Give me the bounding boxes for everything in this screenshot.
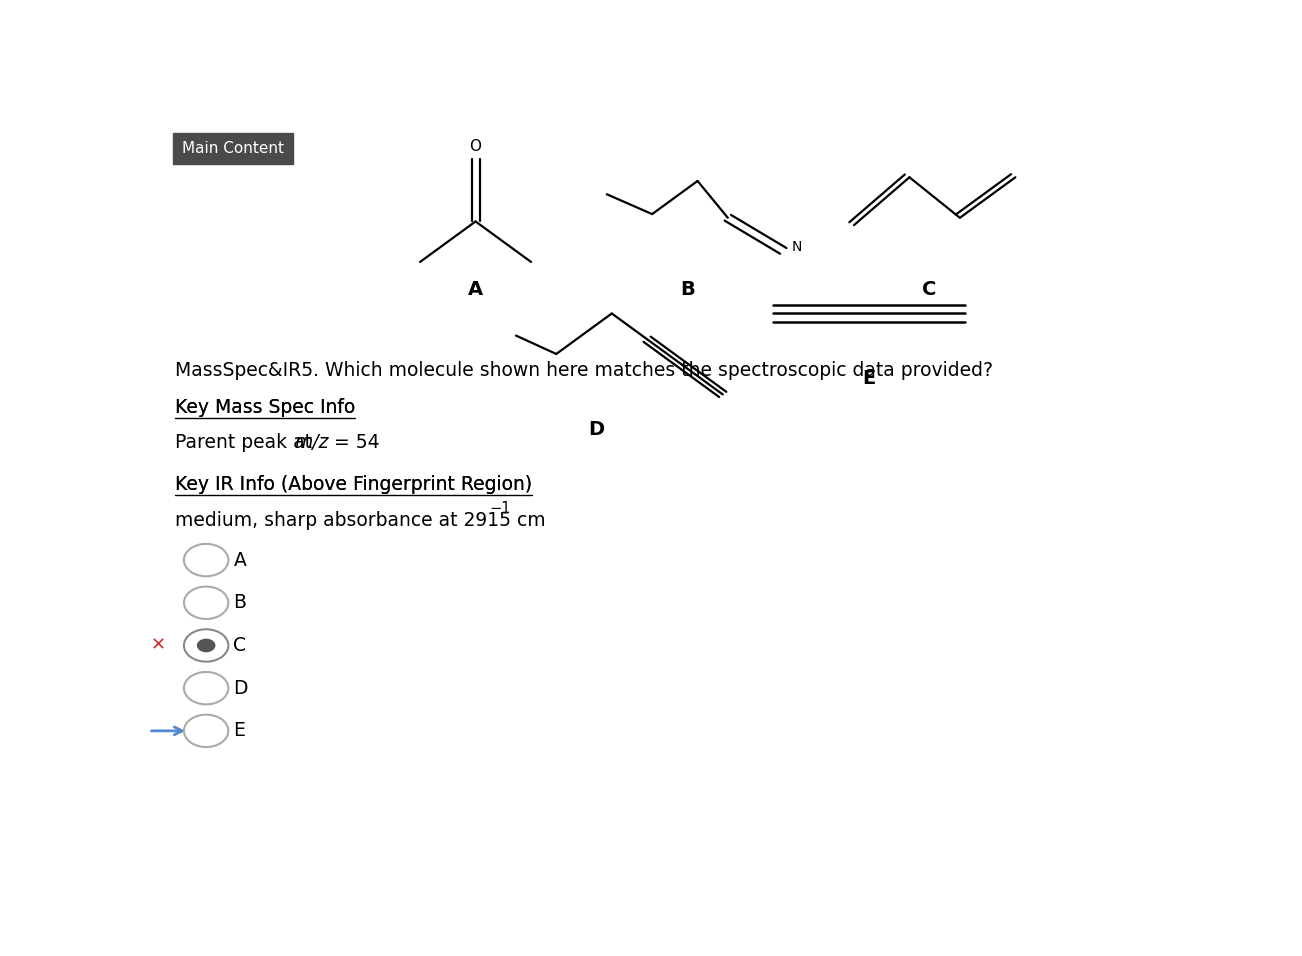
Text: B: B [233,594,246,612]
FancyBboxPatch shape [173,133,293,164]
Text: −1: −1 [490,501,512,516]
Text: = 54: = 54 [328,433,380,452]
Text: Parent peak at: Parent peak at [174,433,318,452]
Text: Key IR Info (Above Fingerprint Region): Key IR Info (Above Fingerprint Region) [174,475,533,494]
Circle shape [184,544,228,576]
Circle shape [197,639,215,652]
Text: ✕: ✕ [151,637,167,655]
Circle shape [184,587,228,619]
Circle shape [184,672,228,705]
Text: E: E [233,722,245,740]
Text: B: B [680,280,695,299]
Text: N: N [792,240,802,254]
Text: C: C [922,280,937,299]
Text: D: D [589,421,604,439]
Text: C: C [233,636,246,655]
Text: Key Mass Spec Info: Key Mass Spec Info [174,398,355,417]
Text: MassSpec&IR5. Which molecule shown here matches the spectroscopic data provided?: MassSpec&IR5. Which molecule shown here … [174,361,993,380]
Text: A: A [233,551,246,570]
Text: E: E [862,369,876,388]
Circle shape [184,629,228,662]
Circle shape [184,715,228,747]
Text: m/z: m/z [294,433,328,452]
Text: O: O [470,139,482,154]
Text: Key IR Info (Above Fingerprint Region): Key IR Info (Above Fingerprint Region) [174,475,533,494]
Text: Main Content: Main Content [182,141,284,156]
Text: D: D [233,679,247,698]
Text: medium, sharp absorbance at 2915 cm: medium, sharp absorbance at 2915 cm [174,511,546,530]
Text: A: A [467,280,483,299]
Text: Key Mass Spec Info: Key Mass Spec Info [174,398,355,417]
